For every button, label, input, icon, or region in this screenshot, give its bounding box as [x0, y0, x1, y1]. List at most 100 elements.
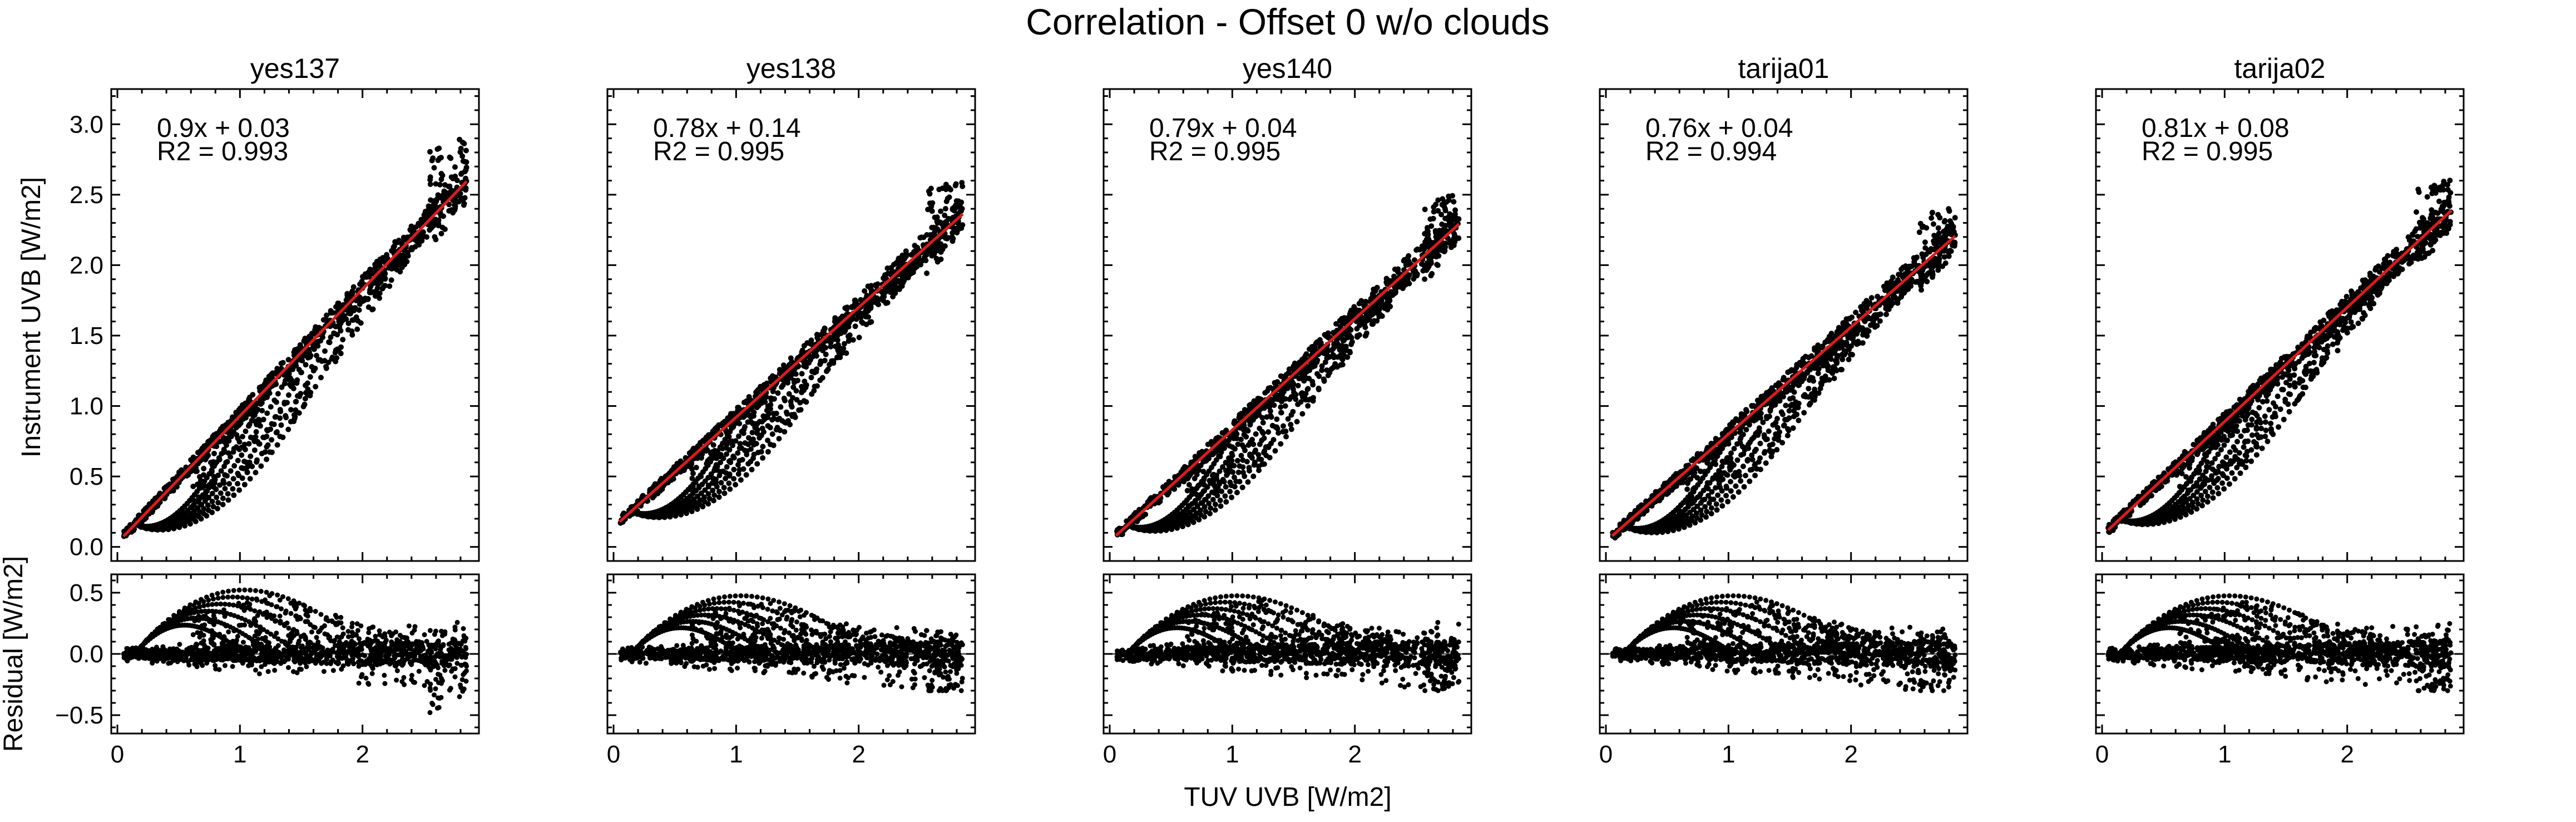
data-point — [192, 519, 199, 524]
residual-point — [247, 647, 253, 653]
residual-point — [205, 602, 211, 608]
data-point — [241, 481, 248, 488]
residual-point — [464, 668, 469, 673]
residual-point — [272, 667, 278, 673]
data-point — [428, 197, 434, 203]
residual-point — [303, 612, 309, 617]
data-point — [231, 446, 237, 452]
data-point — [211, 474, 217, 480]
data-point — [733, 481, 739, 488]
data-point — [273, 369, 279, 375]
residual-point — [349, 638, 354, 644]
data-point — [433, 237, 439, 243]
residual-point — [432, 654, 437, 660]
data-point — [294, 380, 300, 386]
data-point — [799, 371, 805, 377]
data-point — [960, 222, 966, 228]
data-point — [768, 395, 774, 401]
data-point — [253, 470, 259, 476]
data-point — [196, 494, 202, 500]
residual-point — [248, 662, 254, 668]
residual-point — [422, 683, 427, 688]
residual-point — [209, 592, 215, 598]
data-point — [938, 208, 944, 214]
residual-point — [337, 649, 342, 654]
data-point — [240, 434, 245, 440]
residual-point — [427, 628, 433, 633]
data-point — [650, 495, 656, 501]
residual-point — [427, 686, 433, 691]
data-point — [915, 257, 921, 263]
data-point — [802, 378, 808, 385]
data-point — [322, 348, 328, 354]
data-point — [144, 525, 150, 531]
data-point — [773, 427, 779, 432]
data-point — [433, 181, 439, 187]
scatter-points — [617, 180, 966, 526]
residual-point — [274, 631, 279, 636]
data-point — [349, 317, 355, 323]
data-point — [917, 235, 923, 241]
data-point — [201, 483, 207, 489]
residual-point — [350, 656, 356, 661]
data-point — [310, 368, 317, 374]
residual-point — [419, 640, 424, 646]
data-point — [377, 277, 383, 283]
data-point — [435, 222, 441, 228]
residual-point — [212, 632, 218, 637]
residual-point — [442, 668, 448, 673]
data-point — [218, 468, 224, 474]
residual-point — [230, 594, 235, 600]
data-point — [811, 388, 817, 394]
residual-point — [303, 634, 308, 640]
residual-point — [209, 628, 215, 633]
data-point — [935, 257, 941, 263]
data-point — [264, 427, 270, 433]
residual-point — [452, 674, 458, 680]
data-point — [735, 450, 741, 456]
x-axis-label: TUV UVB [W/m2] — [1184, 782, 1391, 812]
data-point — [694, 506, 700, 512]
residual-point — [215, 595, 221, 601]
data-point — [397, 262, 403, 268]
data-point — [233, 425, 239, 431]
data-point — [428, 225, 434, 231]
data-point — [951, 208, 957, 214]
data-point — [783, 409, 789, 415]
data-point — [711, 498, 716, 504]
data-point — [713, 462, 719, 468]
residual-point — [264, 615, 270, 620]
data-point — [776, 436, 782, 442]
residual-point — [231, 628, 237, 633]
data-point — [305, 380, 310, 386]
data-point — [710, 488, 716, 494]
residual-point — [454, 619, 460, 625]
figure-title: Correlation - Offset 0 w/o clouds — [1026, 1, 1550, 42]
residual-point — [452, 637, 457, 642]
residual-points — [618, 593, 965, 693]
data-point — [803, 364, 809, 370]
residual-point — [144, 637, 150, 643]
residual-point — [255, 636, 261, 642]
data-point — [228, 468, 234, 474]
data-point — [925, 206, 931, 213]
residual-point — [330, 619, 335, 624]
data-point — [225, 497, 231, 503]
data-point — [738, 477, 744, 483]
residual-point — [257, 609, 263, 614]
residual-point — [209, 653, 215, 658]
data-point — [736, 457, 743, 464]
residual-point — [286, 665, 291, 670]
residual-point — [441, 643, 446, 648]
residual-point — [251, 617, 257, 623]
residual-point — [275, 643, 281, 648]
residual-point — [406, 623, 412, 629]
data-point — [324, 317, 330, 323]
data-point — [222, 472, 228, 478]
data-point — [823, 351, 829, 357]
data-point — [264, 390, 270, 396]
residual-point — [187, 602, 193, 608]
data-point — [290, 364, 296, 370]
residual-point — [267, 593, 273, 598]
data-point — [661, 514, 668, 520]
